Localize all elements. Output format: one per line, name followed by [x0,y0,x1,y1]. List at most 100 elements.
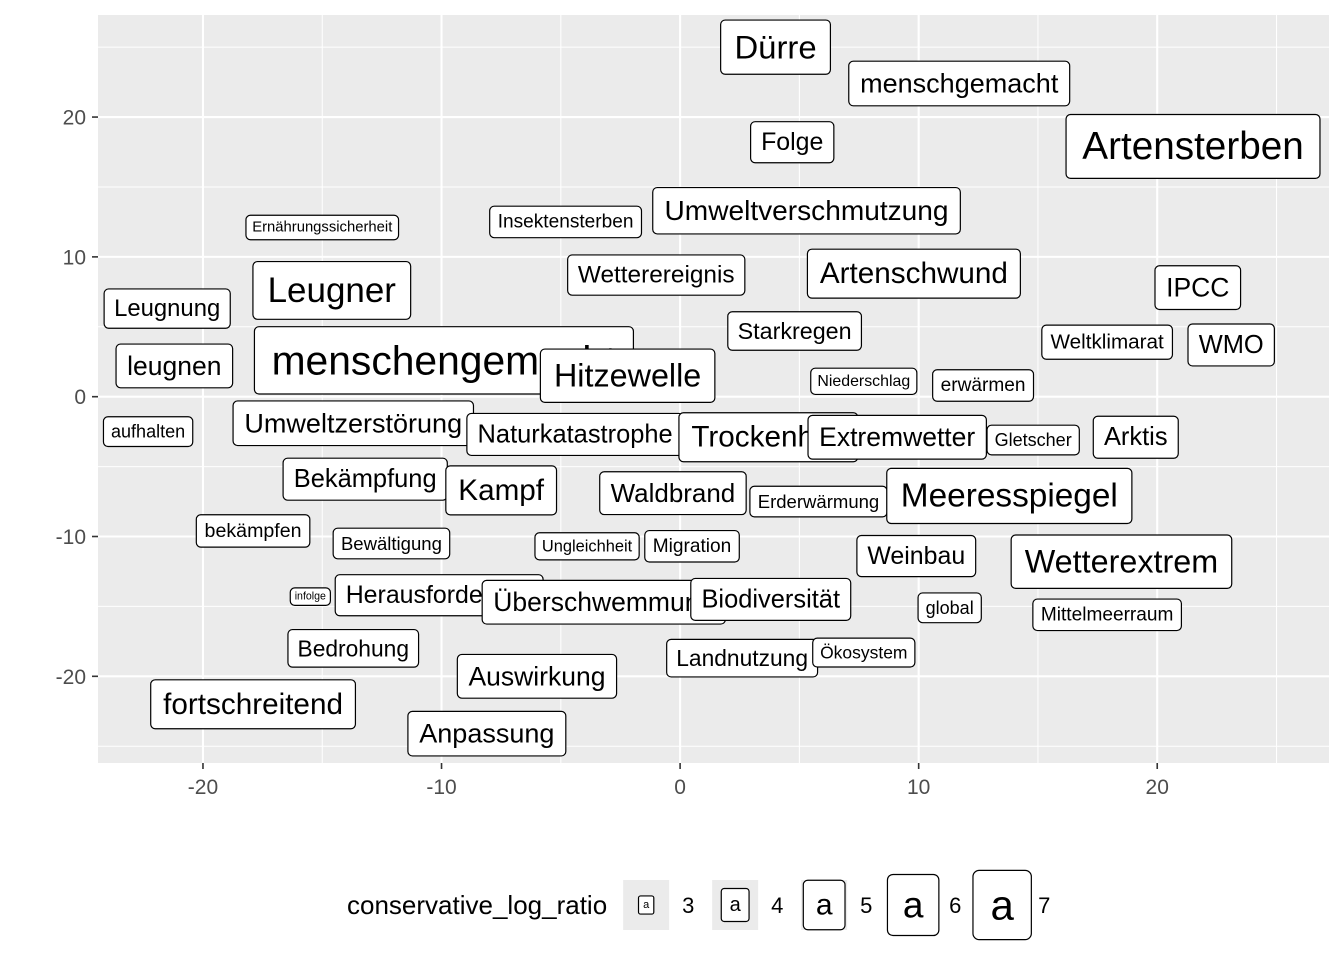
word-label: Gletscher [986,424,1080,456]
word-label: Dürre [720,19,832,75]
word-label-box [1065,113,1321,179]
word-label: Überschwemmung [481,579,726,625]
word-label-text: Dürre [734,29,816,66]
word-label-box [534,532,640,561]
legend-item-label: 6 [949,893,961,918]
word-label-text: fortschreitend [163,688,343,721]
word-label-box [812,637,916,668]
word-label: Starkregen [727,311,863,351]
word-label-box [690,577,852,622]
word-label-text: erwärmen [941,375,1026,396]
word-label: Ökosystem [812,637,916,668]
word-label-box [810,367,918,396]
word-label-text: Insektensterben [498,211,634,232]
word-label: Artensterben [1065,113,1321,179]
word-label-box [986,424,1080,456]
word-label: infolge [289,587,331,606]
word-label-box [886,467,1133,525]
word-label: Leugner [252,260,412,320]
word-label-text: Arktis [1104,423,1168,451]
word-label-box [856,534,977,578]
x-tick-label: 20 [1146,776,1169,799]
x-tick-label: -20 [188,776,218,799]
word-label-text: Extremwetter [819,422,975,452]
word-label-box [727,311,863,351]
word-label-text: leugnen [127,351,221,381]
word-label-text: Waldbrand [611,478,736,508]
word-label-text: Mittelmeerraum [1041,604,1174,625]
word-label: Landnutzung [666,638,819,678]
word-label: IPCC [1154,265,1242,311]
word-label: Meeresspiegel [886,467,1133,525]
word-label-text: aufhalten [111,422,185,442]
word-label-text: Starkregen [738,318,852,344]
word-label: Weltklimarat [1041,324,1174,360]
x-tick-label: 10 [907,776,930,799]
word-label: Leugnung [103,288,231,329]
word-label: Mittelmeerraum [1032,598,1183,632]
word-label-text: Ökosystem [820,643,907,663]
word-label: Migration [644,529,740,563]
word-label: Insektensterben [489,205,643,239]
word-label: Ungleichheit [534,532,640,561]
legend-key-glyph: a [643,899,650,911]
word-label: Umweltverschmutzung [652,186,961,235]
word-label-box [807,414,987,460]
word-label-text: WMO [1199,331,1264,359]
word-label-text: Leugner [268,271,397,310]
word-label: Kampf [445,465,558,516]
word-label: Anpassung [407,710,567,757]
word-label-text: Landnutzung [676,645,808,671]
word-label: Erderwärmung [749,485,888,518]
word-label-box [103,288,231,329]
legend-key-box [802,879,846,931]
word-label-box [289,587,331,606]
y-tick-label: 10 [63,246,86,269]
legend-title: conservative_log_ratio [347,890,607,920]
word-label-text: menschgemacht [860,69,1059,99]
legend-key-glyph: a [990,882,1014,929]
y-tick-label: -20 [56,666,86,689]
legend-key-box [972,869,1032,941]
word-label-box [599,471,747,516]
word-label-text: Leugnung [114,295,220,322]
word-label-box [407,710,567,757]
word-label-box [720,19,832,75]
word-label: bekämpfen [195,514,311,548]
word-label: menschengemacht [253,326,635,395]
word-label-box [917,592,982,624]
word-label-box [456,653,618,699]
word-label: Waldbrand [599,471,747,516]
legend-key-box [720,887,750,923]
word-label-text: Weltklimarat [1051,331,1165,354]
word-label: WMO [1187,323,1275,367]
word-label: Bewältigung [332,527,451,560]
word-label-text: Bedrohung [298,635,409,661]
word-label-box [750,121,835,164]
word-label: erwärmen [932,369,1035,402]
word-label-text: Anpassung [419,719,554,749]
legend-item-label: 4 [771,893,783,918]
word-label: Extremwetter [807,414,987,460]
word-label-box [806,248,1021,299]
word-label: Naturkatastrophe [466,412,684,457]
word-label-text: Überschwemmung [493,587,714,617]
word-label-box [115,343,234,389]
word-label-text: Gletscher [995,430,1072,450]
word-label: leugnen [115,343,234,389]
y-tick-label: -10 [56,526,86,549]
word-label-text: IPCC [1166,273,1229,303]
word-label-text: Niederschlag [817,373,910,390]
word-label: Biodiversität [690,577,852,622]
word-label: Arktis [1092,415,1179,459]
word-label-box [848,60,1071,107]
word-label: fortschreitend [150,679,357,730]
word-label-box [332,527,451,560]
word-label-text: Weinbau [867,542,965,570]
word-label-box [1092,415,1179,459]
word-label-text: Wetterereignis [578,262,735,289]
